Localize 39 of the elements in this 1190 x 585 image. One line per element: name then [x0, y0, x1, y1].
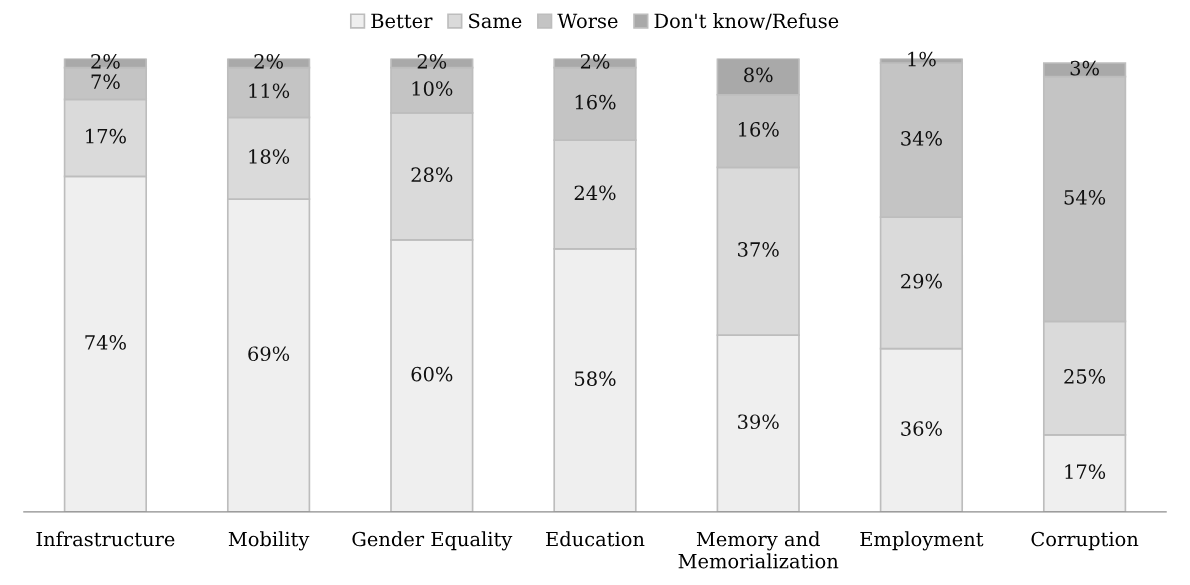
data-label: 37%: [738, 242, 779, 257]
data-label: 39%: [738, 414, 779, 430]
legend-label: Better: [371, 13, 433, 29]
legend-label: Worse: [557, 13, 618, 29]
data-label: 16%: [575, 94, 616, 110]
data-label: 29%: [901, 273, 942, 289]
data-label: 17%: [86, 128, 126, 144]
data-label: 54%: [1064, 189, 1106, 205]
data-label: 16%: [738, 121, 779, 137]
data-label: 60%: [411, 366, 453, 382]
x-tick-label: Infrastructure: [36, 531, 175, 547]
data-label: 24%: [574, 185, 616, 201]
legend-label: Don't know/Refuse: [654, 13, 839, 30]
data-label: 34%: [901, 131, 942, 146]
data-label: 25%: [1064, 369, 1106, 384]
data-label: 28%: [411, 167, 453, 183]
data-label: 17%: [1065, 464, 1106, 479]
data-label: 58%: [575, 371, 616, 387]
data-label: 74%: [85, 335, 126, 350]
x-tick-label: Mobility: [228, 531, 310, 551]
x-tick-label: Employment: [860, 531, 984, 551]
data-label: 10%: [412, 81, 453, 96]
legend-label: Same: [469, 13, 522, 29]
data-label: 2%: [91, 53, 120, 69]
data-label: 69%: [248, 346, 290, 362]
data-label: 7%: [91, 74, 120, 90]
data-label: 3%: [1070, 60, 1099, 76]
x-tick-label: Corruption: [1031, 531, 1139, 551]
x-tick-label: Gender Equality: [352, 531, 513, 551]
data-label: 11%: [249, 83, 290, 99]
x-tick-label: Education: [546, 531, 645, 547]
data-label: 1%: [908, 51, 936, 67]
data-label: 2%: [580, 53, 610, 69]
data-label: 8%: [744, 67, 773, 83]
data-label: 2%: [417, 53, 447, 69]
data-label: 18%: [249, 149, 290, 164]
x-tick-label: Memory and Memorialization: [678, 531, 839, 569]
data-label: 36%: [901, 421, 942, 436]
data-label: 2%: [254, 53, 283, 69]
